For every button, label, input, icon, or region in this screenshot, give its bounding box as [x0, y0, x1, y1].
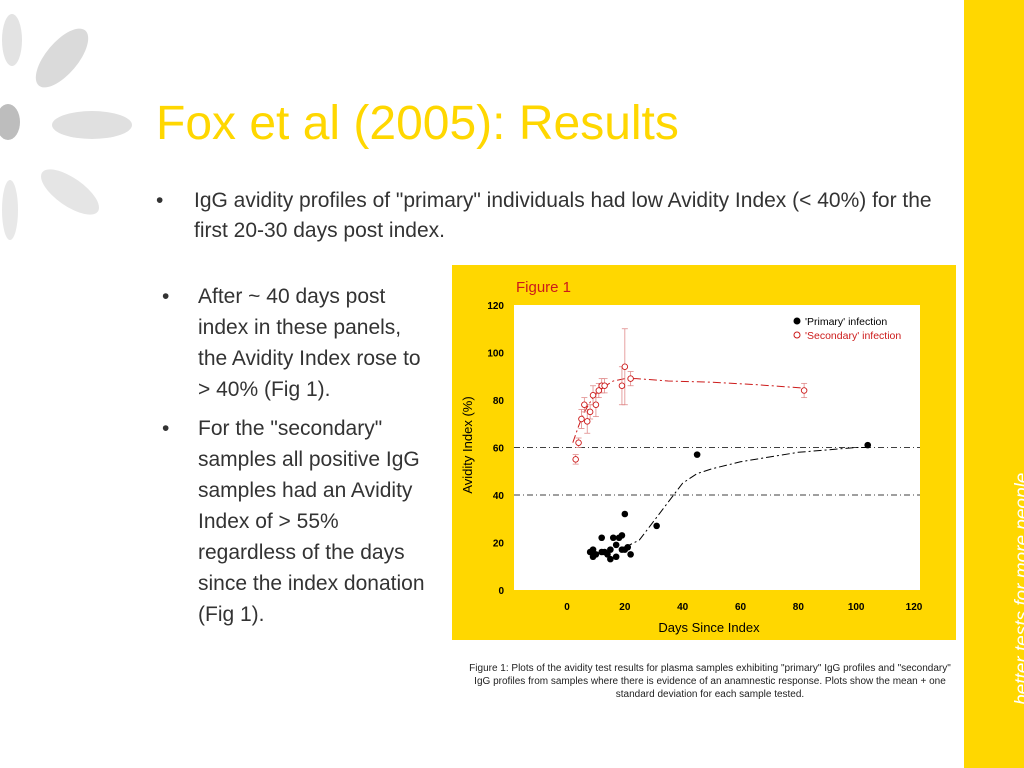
y-tick-label: 100: [487, 349, 504, 360]
legend-marker-secondary: [793, 331, 801, 339]
y-tick-label: 80: [493, 396, 505, 407]
secondary-data-point: [595, 387, 603, 394]
primary-data-point: [618, 532, 626, 539]
avidity-chart: Figure 1 0 20 40 60 80 100 120 0 20 40 60 80 100 120…: [460, 279, 923, 635]
secondary-data-point: [618, 382, 626, 389]
left-bullet-list: • After ~ 40 days post index in these pa…: [162, 281, 432, 638]
bullet-top: • IgG avidity profiles of "primary" indi…: [156, 186, 946, 246]
primary-data-point: [624, 543, 632, 551]
x-tick-label: 60: [735, 602, 747, 613]
primary-data-point: [609, 534, 617, 542]
primary-data-point: [598, 534, 605, 542]
primary-data-point: [693, 451, 701, 458]
x-tick-label: 20: [619, 602, 631, 613]
primary-data-point: [592, 551, 600, 558]
y-tick-label: 0: [498, 586, 504, 597]
primary-data-point: [612, 541, 620, 549]
chart-title: Figure 1: [516, 279, 571, 296]
x-tick-label: 0: [564, 602, 570, 613]
legend-label-primary: 'Primary' infection: [805, 316, 887, 328]
primary-data-point: [612, 553, 620, 561]
secondary-data-point: [592, 401, 600, 408]
secondary-data-point: [578, 415, 585, 423]
secondary-data-point: [581, 401, 588, 408]
secondary-data-point: [586, 408, 594, 416]
bullet-marker: •: [162, 285, 170, 308]
figure-caption: Figure 1: Plots of the avidity test resu…: [469, 663, 951, 700]
x-tick-label: 100: [848, 602, 865, 613]
secondary-data-point: [575, 439, 582, 446]
secondary-fit-line: [572, 378, 805, 443]
secondary-data-point: [583, 418, 591, 425]
secondary-data-point: [621, 363, 629, 370]
secondary-data-point: [589, 391, 597, 399]
y-tick-label: 40: [493, 491, 505, 502]
plot-area: [514, 305, 920, 590]
chart-legend: 'Primary' infection 'Secondary' infectio…: [793, 316, 901, 342]
tagline: better tests for more people: [1012, 472, 1024, 705]
primary-data-point: [627, 551, 634, 558]
legend-label-secondary: 'Secondary' infection: [805, 330, 901, 342]
primary-data-point: [653, 522, 660, 530]
left-bullet-item: • For the "secondary" samples all positi…: [162, 413, 432, 630]
primary-data-point: [589, 546, 597, 553]
primary-data-point: [607, 546, 614, 553]
y-tick-label: 60: [493, 444, 505, 455]
primary-data-point: [864, 441, 872, 449]
secondary-data-point: [572, 456, 579, 463]
slide-title: Fox et al (2005): Results: [156, 97, 679, 150]
bullet-top-text: IgG avidity profiles of "primary" indivi…: [194, 189, 932, 242]
y-axis-label: Avidity Index (%): [460, 396, 475, 493]
primary-data-point: [607, 555, 614, 563]
bullet-marker: •: [156, 189, 164, 212]
primary-data-point: [604, 551, 611, 558]
secondary-data-point: [601, 382, 608, 389]
x-tick-label: 120: [906, 602, 923, 613]
primary-data-point: [621, 510, 629, 518]
decorative-petal-graphic: [0, 14, 132, 240]
bullet-marker: •: [162, 417, 170, 440]
figure-panel: Figure 1 0 20 40 60 80 100 120 0 20 40 60 80 100 120…: [452, 265, 956, 640]
secondary-data-point: [627, 375, 634, 382]
legend-marker-primary: [793, 317, 801, 325]
x-tick-label: 80: [793, 602, 805, 613]
y-tick-label: 20: [493, 539, 505, 550]
right-accent-bar: [964, 0, 1024, 768]
x-axis-label: Days Since Index: [658, 620, 760, 635]
left-bullet-text: For the "secondary" samples all positive…: [198, 417, 425, 626]
y-tick-label: 120: [487, 301, 504, 312]
x-tick-label: 40: [677, 602, 689, 613]
left-bullet-text: After ~ 40 days post index in these pane…: [198, 285, 421, 401]
left-bullet-item: • After ~ 40 days post index in these pa…: [162, 281, 432, 405]
secondary-data-point: [800, 387, 808, 394]
